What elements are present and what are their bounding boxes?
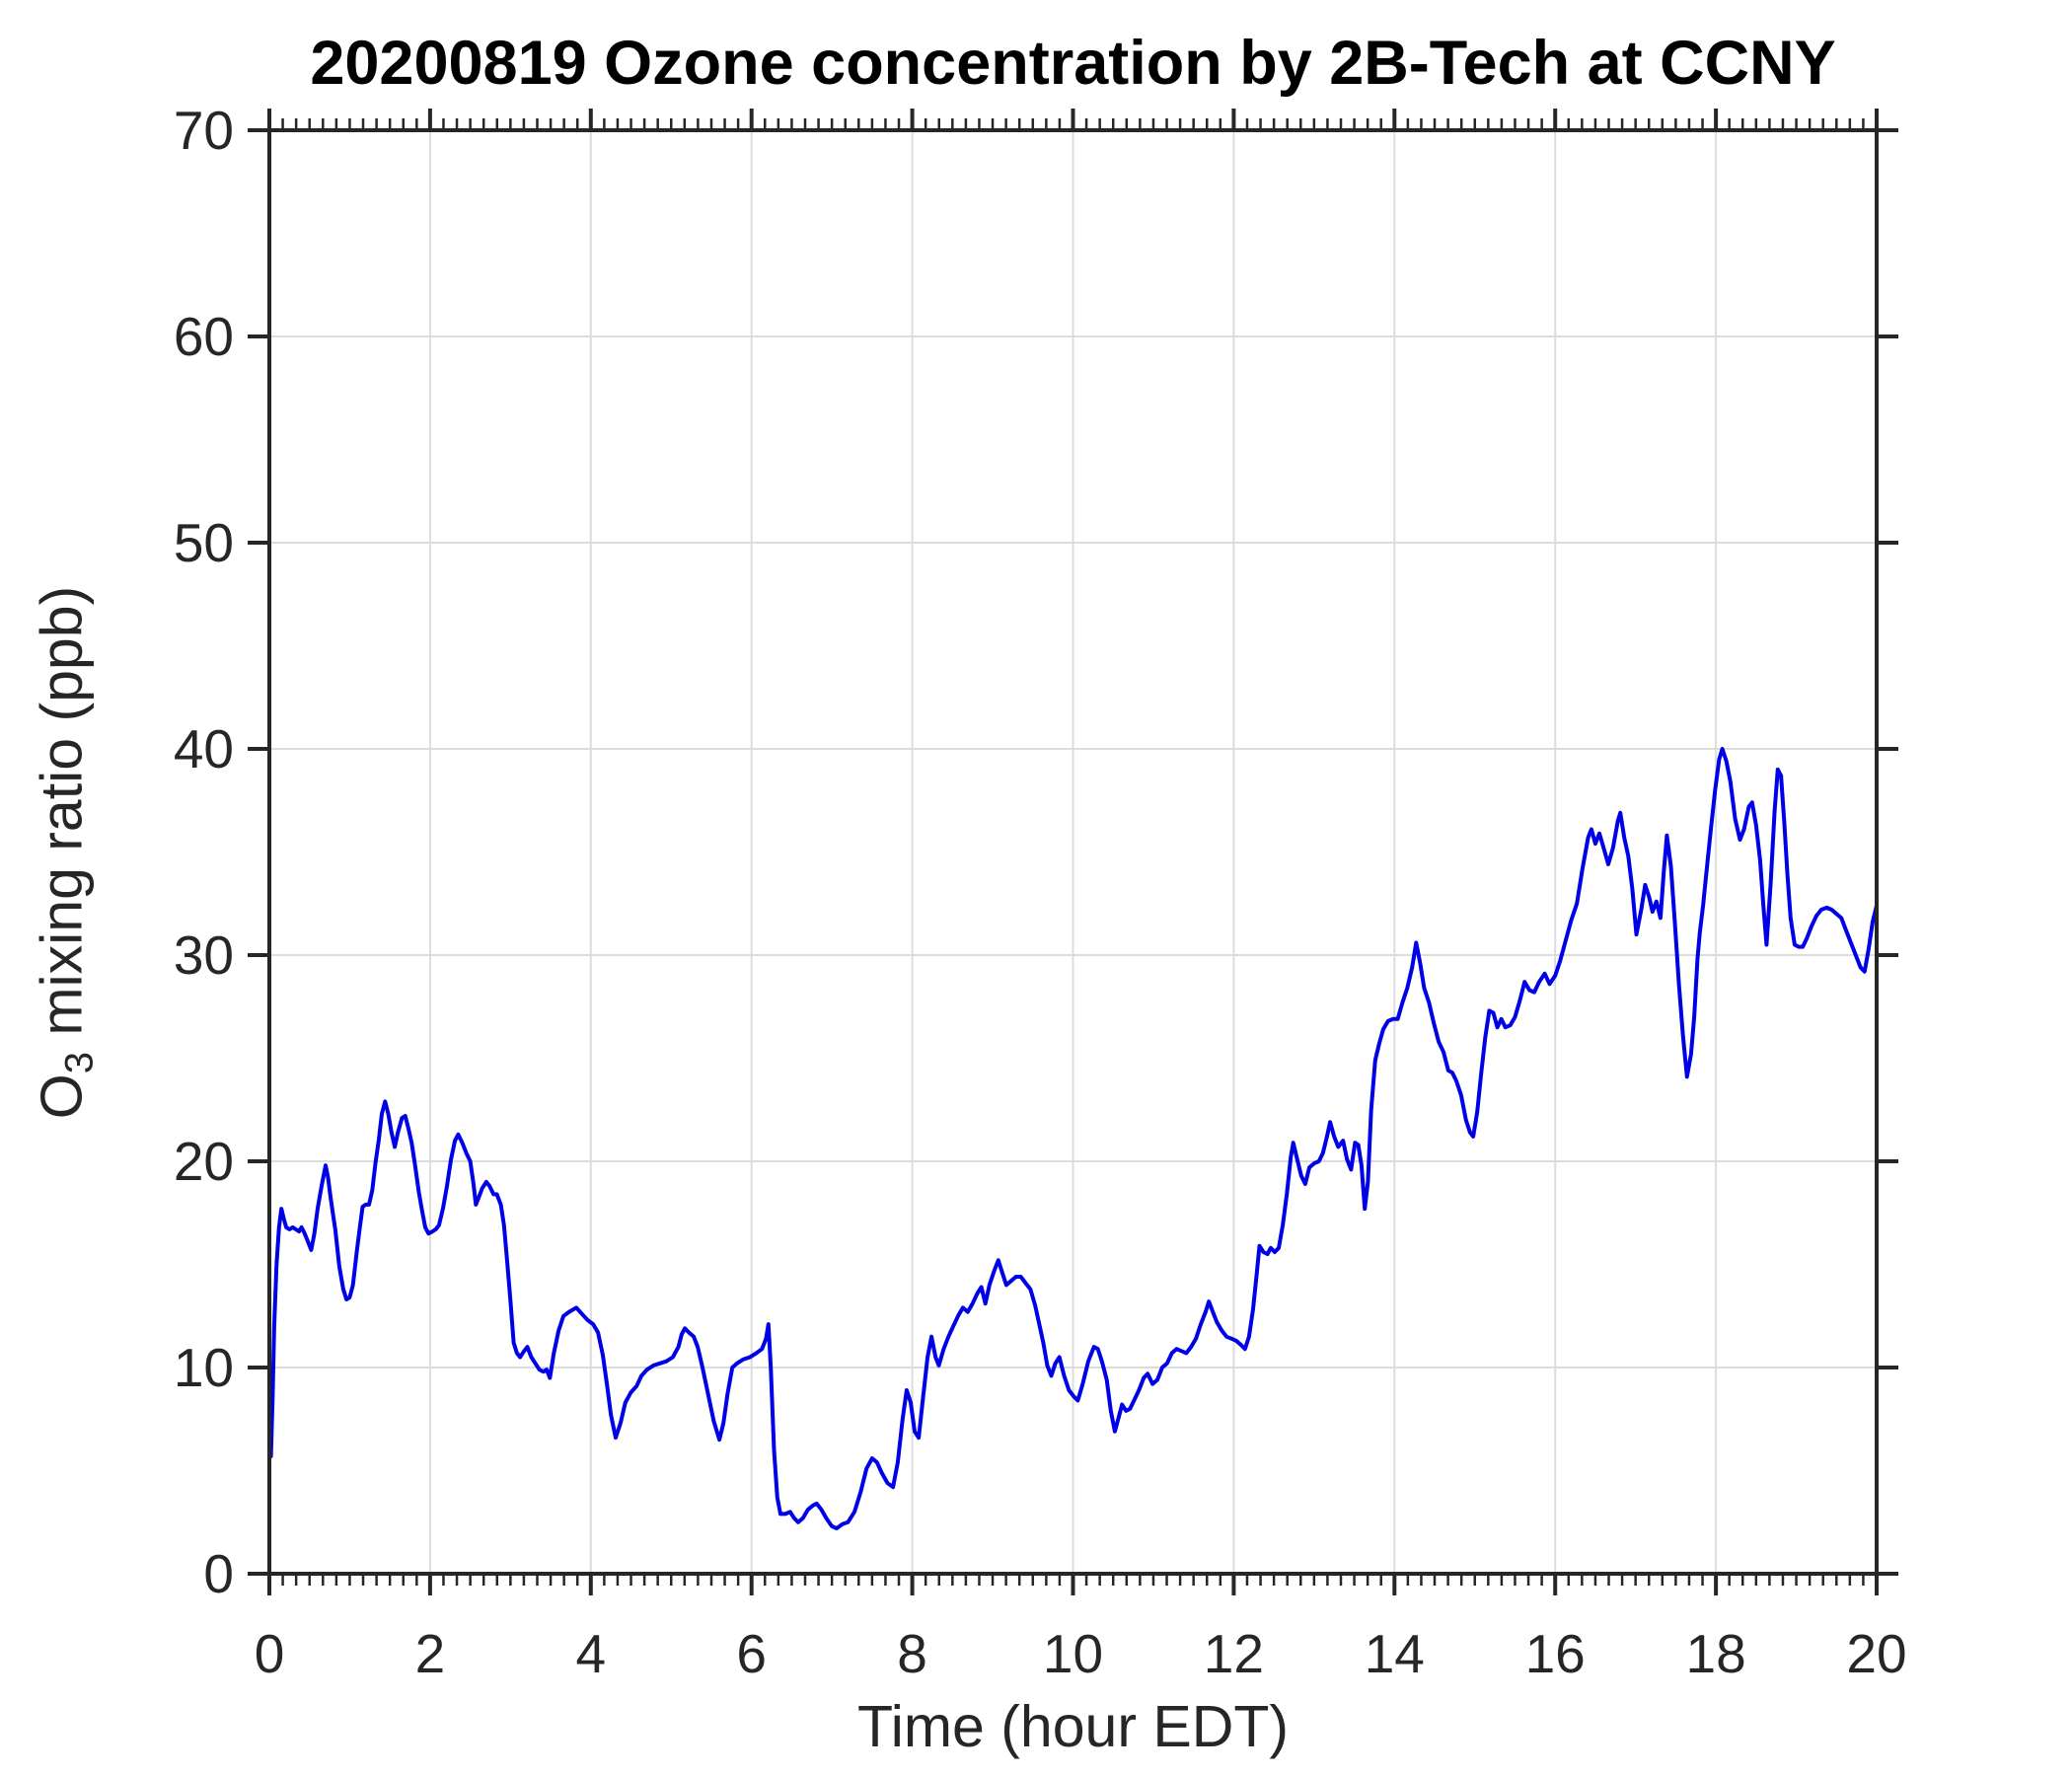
x-tick-label: 14 xyxy=(1365,1623,1425,1684)
data-series xyxy=(267,747,1879,1530)
y-tick-label: 60 xyxy=(174,306,234,367)
y-tick-label: 20 xyxy=(174,1131,234,1192)
y-tick-label: 50 xyxy=(174,512,234,573)
x-tick-label: 8 xyxy=(897,1623,927,1684)
x-tick-label: 16 xyxy=(1525,1623,1586,1684)
y-axis-label: O3 mixing ratio (ppb) xyxy=(28,586,102,1119)
x-tick-label: 2 xyxy=(415,1623,446,1684)
x-tick-label: 6 xyxy=(736,1623,767,1684)
x-tick-label: 0 xyxy=(255,1623,285,1684)
y-tick-label: 10 xyxy=(174,1337,234,1398)
x-tick-label: 20 xyxy=(1846,1623,1906,1684)
chart-title: 20200819 Ozone concentration by 2B-Tech … xyxy=(310,29,1836,98)
x-tick-label: 4 xyxy=(576,1623,607,1684)
y-axis-label-rest: mixing ratio (ppb) xyxy=(29,585,95,1052)
x-tick-label: 12 xyxy=(1204,1623,1264,1684)
x-axis-label: Time (hour EDT) xyxy=(856,1694,1290,1759)
axes-box-and-ticks xyxy=(248,109,1898,1595)
y-tick-label: 0 xyxy=(203,1543,234,1604)
tick-labels: 0 2 4 6 8 10 12 14 16 18 20 0 10 20 30 40 50 60 70 xyxy=(174,100,1907,1684)
gridlines xyxy=(269,130,1877,1574)
x-tick-label: 10 xyxy=(1043,1623,1103,1684)
y-tick-label: 30 xyxy=(174,925,234,986)
y-tick-label: 70 xyxy=(174,100,234,161)
ozone-line xyxy=(267,747,1879,1530)
x-tick-label: 18 xyxy=(1686,1623,1746,1684)
y-tick-label: 40 xyxy=(174,718,234,779)
y-axis-label-prefix: O xyxy=(29,1073,95,1120)
y-axis-label-subscript: 3 xyxy=(56,1051,102,1074)
